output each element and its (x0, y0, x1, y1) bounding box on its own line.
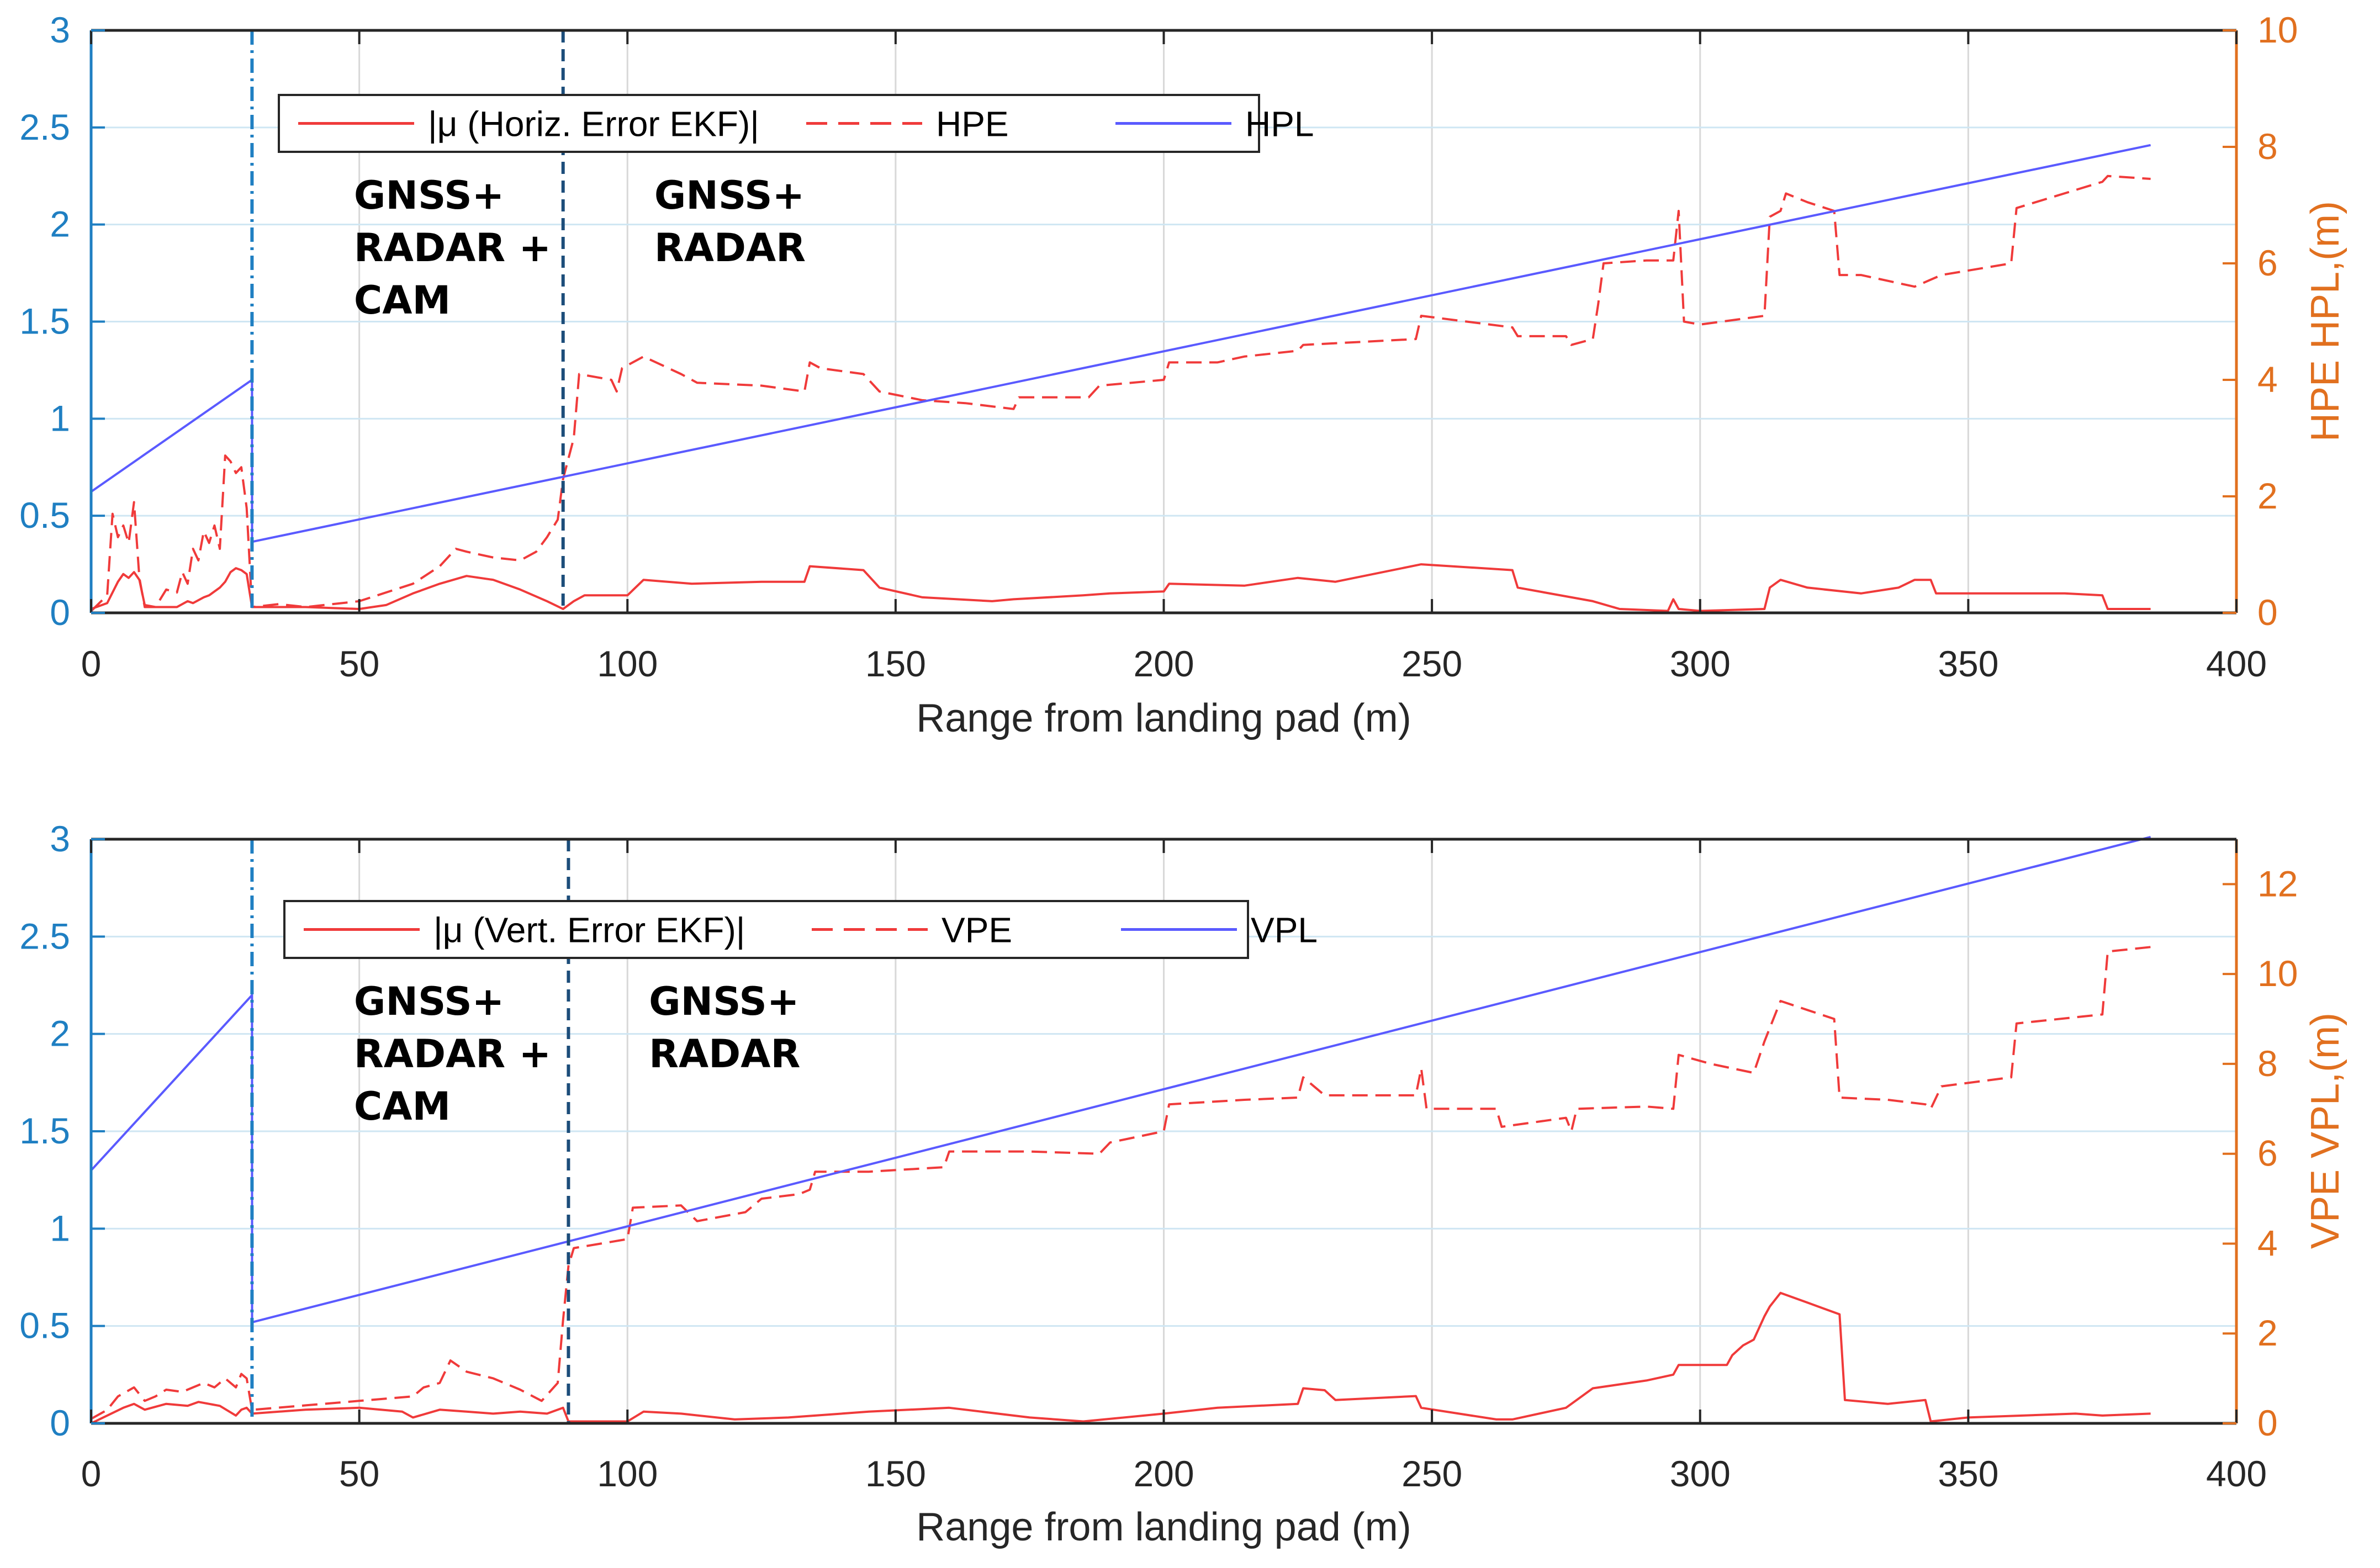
y-left-tick-label: 0 (50, 592, 70, 633)
legend-label-1: |μ (Vert. Error EKF)| (433, 910, 745, 950)
legend-label-2: HPE (936, 104, 1009, 144)
region-label-1-line-3: CAM (354, 278, 451, 323)
y-left-tick-label: 3 (50, 9, 70, 50)
x-axis-label: Range from landing pad (m) (916, 1505, 1411, 1549)
y-right-tick-label: 10 (2257, 9, 2298, 50)
y-left-tick-label: 0.5 (19, 495, 70, 536)
error-series-line (91, 1291, 2151, 1424)
x-tick-label: 400 (2206, 1453, 2267, 1494)
x-tick-label: 250 (1401, 1453, 1462, 1494)
legend-label-3: VPL (1251, 910, 1318, 950)
dashed-series-line (90, 174, 2151, 612)
y-right-tick-label: 12 (2257, 863, 2298, 904)
region-label-2-line-2: RADAR (654, 225, 806, 271)
legend-box (278, 94, 1260, 153)
y-left-tick-label: 1.5 (19, 1110, 70, 1151)
y-right-tick-label: 0 (2257, 592, 2278, 633)
y-left-tick-label: 1.5 (19, 301, 70, 342)
y-left-tick-label: 1 (50, 398, 70, 438)
y-right-tick-label: 10 (2257, 953, 2298, 994)
y-right-axis-label: VPE VPL,(m) (2303, 1013, 2347, 1249)
dashed-series-line (91, 946, 2151, 1420)
region-label-2-line-1: GNSS+ (649, 979, 799, 1024)
x-tick-label: 50 (339, 1453, 379, 1494)
y-right-tick-label: 8 (2257, 1043, 2278, 1084)
y-left-tick-label: 2 (50, 1013, 70, 1054)
x-tick-label: 0 (81, 1453, 102, 1494)
region-label-1-line-1: GNSS+ (354, 173, 504, 218)
x-tick-label: 200 (1133, 1453, 1194, 1494)
y-right-tick-label: 2 (2257, 1312, 2278, 1353)
x-tick-label: 300 (1670, 1453, 1731, 1494)
error-series-line (91, 563, 2151, 612)
legend: |μ (Vert. Error EKF)| VPE VPL (283, 900, 1318, 959)
x-tick-label: 50 (339, 643, 379, 684)
region-label-2-line-1: GNSS+ (654, 173, 805, 218)
legend-label-3: HPL (1245, 104, 1314, 144)
y-left-tick-label: 3 (50, 818, 70, 859)
y-right-tick-label: 0 (2257, 1402, 2278, 1443)
y-left-tick-label: 1 (50, 1207, 70, 1248)
x-tick-label: 300 (1670, 643, 1731, 684)
x-tick-label: 250 (1401, 643, 1462, 684)
x-tick-label: 100 (597, 1453, 658, 1494)
y-right-tick-label: 8 (2257, 126, 2278, 167)
y-right-tick-label: 4 (2257, 359, 2278, 400)
y-left-tick-label: 2.5 (19, 107, 70, 147)
y-right-tick-label: 6 (2257, 242, 2278, 283)
region-label-1-line-1: GNSS+ (354, 979, 504, 1024)
y-right-tick-label: 6 (2257, 1133, 2278, 1174)
x-tick-label: 350 (1938, 643, 1998, 684)
x-tick-label: 150 (865, 643, 926, 684)
x-axis-label: Range from landing pad (m) (916, 696, 1411, 740)
x-tick-label: 350 (1938, 1453, 1998, 1494)
y-right-axis-label: HPE HPL,(m) (2303, 201, 2347, 442)
region-label-1-line-2: RADAR + (354, 1031, 551, 1077)
y-left-tick-label: 0 (50, 1402, 70, 1443)
region-label-1-line-2: RADAR + (354, 225, 551, 271)
legend: |μ (Horiz. Error EKF)| HPE HPL (278, 94, 1314, 153)
x-tick-label: 150 (865, 1453, 926, 1494)
y-left-tick-label: 2.5 (19, 915, 70, 956)
y-left-tick-label: 0.5 (19, 1305, 70, 1346)
x-tick-label: 400 (2206, 643, 2267, 684)
y-right-tick-label: 4 (2257, 1222, 2278, 1263)
y-left-tick-label: 2 (50, 204, 70, 245)
legend-label-2: VPE (942, 910, 1012, 950)
legend-label-1: |μ (Horiz. Error EKF)| (428, 104, 759, 144)
region-label-2-line-2: RADAR (649, 1031, 800, 1077)
region-label-1-line-3: CAM (354, 1084, 451, 1129)
y-right-tick-label: 2 (2257, 475, 2278, 516)
x-tick-label: 0 (81, 643, 102, 684)
x-tick-label: 100 (597, 643, 658, 684)
x-tick-label: 200 (1133, 643, 1194, 684)
legend-box (283, 900, 1249, 959)
